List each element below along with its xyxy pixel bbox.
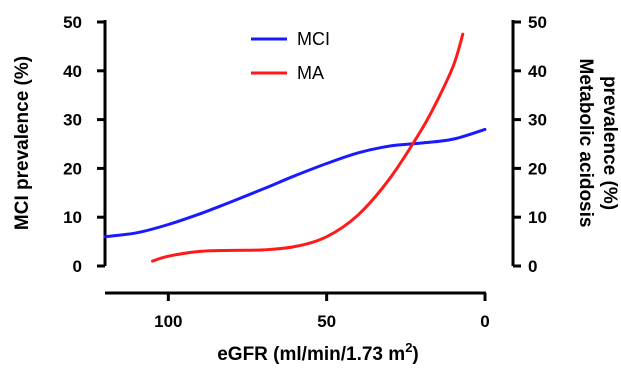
- x-tick-label: 50: [317, 312, 336, 331]
- series-line-mci: [103, 127, 487, 239]
- right-y-tick-label: 50: [528, 13, 547, 32]
- x-axis-title-sup: 2: [405, 340, 412, 355]
- right-y-tick-label: 40: [528, 62, 547, 81]
- x-axis-title: eGFR (ml/min/1.73 m2): [217, 340, 419, 365]
- legend-label-mci: MCI: [297, 29, 330, 49]
- left-y-tick-label: 0: [73, 257, 82, 276]
- right-y-tick-label: 20: [528, 159, 547, 178]
- x-ticks: 100 50 0: [154, 293, 490, 331]
- x-axis-title-close: ): [412, 344, 418, 365]
- left-y-tick-label: 10: [63, 208, 82, 227]
- right-y-axis-title-line1: Metabolic acidosis: [575, 59, 596, 228]
- left-y-ticks: 0 10 20 30 40 50: [63, 13, 105, 276]
- legend: MCI MA: [251, 29, 330, 83]
- right-y-tick-label: 0: [528, 257, 537, 276]
- left-y-axis-title: MCI prevalence (%): [12, 56, 33, 230]
- left-y-tick-label: 50: [63, 13, 82, 32]
- legend-label-ma: MA: [297, 63, 324, 83]
- right-y-tick-label: 30: [528, 111, 547, 130]
- x-axis-title-main: eGFR (ml/min/1.73 m: [217, 344, 405, 365]
- left-y-tick-label: 20: [63, 159, 82, 178]
- left-y-tick-label: 30: [63, 111, 82, 130]
- right-y-tick-label: 10: [528, 208, 547, 227]
- left-y-tick-label: 40: [63, 62, 82, 81]
- series-line-ma: [151, 32, 465, 263]
- x-tick-label: 100: [154, 312, 182, 331]
- right-y-axis-title-line2: prevalence (%): [599, 76, 620, 210]
- right-y-ticks: 0 10 20 30 40 50: [513, 13, 547, 276]
- x-tick-label: 0: [480, 312, 489, 331]
